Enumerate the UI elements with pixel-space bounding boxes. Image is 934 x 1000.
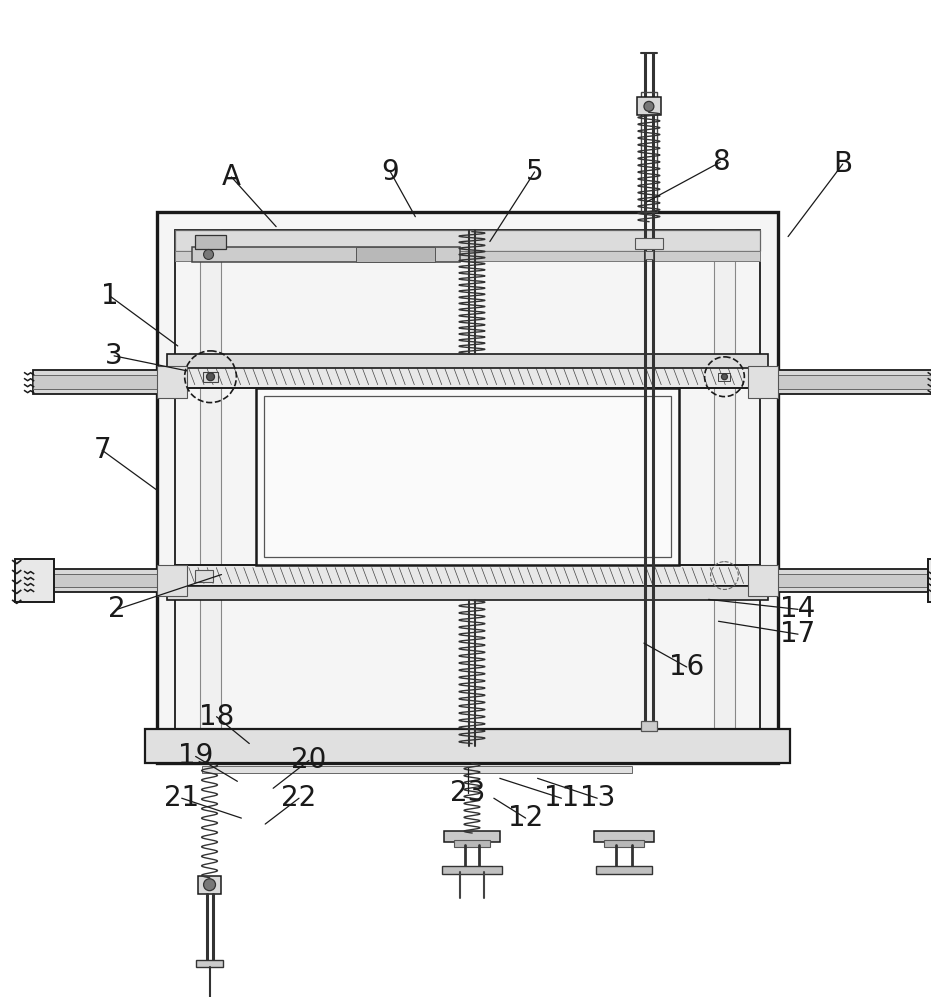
Bar — [194, 235, 226, 249]
Text: 11: 11 — [544, 784, 579, 812]
Bar — [175, 230, 760, 746]
Text: 8: 8 — [712, 148, 729, 176]
Circle shape — [204, 249, 214, 259]
Bar — [198, 876, 221, 894]
Bar — [175, 565, 760, 586]
Circle shape — [644, 101, 654, 111]
Bar — [356, 247, 435, 262]
Text: 7: 7 — [93, 436, 111, 464]
Bar — [771, 375, 934, 389]
Bar — [771, 569, 934, 592]
Bar — [445, 831, 500, 842]
Bar — [175, 251, 760, 261]
Bar — [645, 251, 653, 259]
Text: B: B — [833, 150, 853, 178]
Bar — [604, 840, 644, 847]
Bar — [157, 565, 187, 596]
Bar — [641, 721, 657, 731]
Bar — [175, 366, 760, 388]
Bar — [175, 230, 760, 251]
Bar — [596, 866, 652, 874]
Text: 1: 1 — [101, 282, 119, 310]
Bar — [191, 247, 460, 262]
Bar — [454, 840, 489, 847]
Text: 23: 23 — [450, 779, 486, 807]
Text: 20: 20 — [291, 746, 327, 774]
Bar — [748, 366, 778, 398]
Text: 18: 18 — [199, 703, 234, 731]
Bar — [157, 366, 187, 398]
Text: A: A — [222, 163, 241, 191]
Bar — [635, 238, 663, 249]
Bar — [771, 370, 934, 394]
Bar — [167, 354, 768, 368]
Text: 22: 22 — [281, 784, 317, 812]
Bar — [714, 230, 735, 746]
Bar — [264, 396, 671, 557]
Bar — [202, 766, 632, 773]
Bar — [33, 569, 164, 592]
Text: 14: 14 — [781, 595, 815, 623]
Bar — [195, 960, 223, 967]
Text: 16: 16 — [669, 653, 704, 681]
Text: 19: 19 — [178, 742, 213, 770]
Text: 5: 5 — [526, 158, 544, 186]
Bar — [33, 375, 164, 389]
Bar — [157, 212, 778, 763]
Bar — [594, 831, 654, 842]
Text: 21: 21 — [164, 784, 199, 812]
Bar — [33, 574, 164, 587]
Text: 17: 17 — [781, 620, 815, 648]
Bar — [256, 388, 679, 565]
Bar — [442, 866, 502, 874]
Text: 13: 13 — [579, 784, 615, 812]
Bar — [167, 586, 768, 600]
Bar — [641, 92, 657, 212]
Bar — [748, 565, 778, 596]
Text: 2: 2 — [108, 595, 126, 623]
Bar — [194, 570, 213, 582]
Text: 9: 9 — [382, 158, 400, 186]
Bar — [718, 373, 730, 381]
Circle shape — [206, 373, 215, 381]
Text: 12: 12 — [508, 804, 544, 832]
Bar — [145, 729, 790, 763]
Bar — [15, 559, 54, 602]
Text: 3: 3 — [106, 342, 123, 370]
Bar — [637, 97, 661, 115]
Bar — [771, 574, 934, 587]
Bar — [928, 559, 934, 602]
Circle shape — [721, 374, 728, 380]
Bar — [33, 370, 164, 394]
Bar — [200, 230, 221, 746]
Circle shape — [204, 879, 216, 891]
Bar — [203, 372, 219, 382]
